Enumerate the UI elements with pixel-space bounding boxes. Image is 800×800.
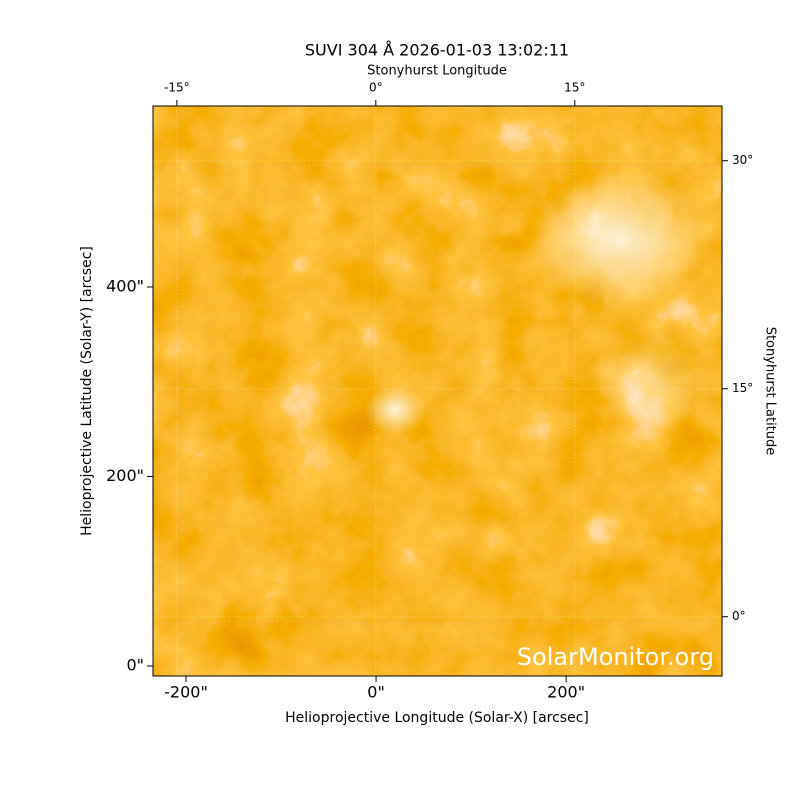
y2-tick-label: 15° [732,381,753,395]
x-tick-label: 200" [547,683,585,702]
plot-frame [152,105,723,677]
y-tick-label: 200" [106,466,144,485]
y2-axis-label: Stonyhurst Latitude [763,327,778,456]
chart-title: SUVI 304 Å 2026-01-03 13:02:11 [305,41,569,60]
x2-tick-label: 0° [369,81,383,95]
y-axis-label: Helioprojective Latitude (Solar-Y) [arcs… [79,246,95,536]
y-tick-label: 0" [126,655,144,674]
y2-tick-label: 0° [732,609,746,623]
x-axis-label: Helioprojective Longitude (Solar-X) [arc… [285,710,589,726]
x2-tick-label: 15° [564,81,585,95]
solar-image [153,106,722,676]
y2-tick-label: 30° [732,153,753,167]
y-tick-label: 400" [106,276,144,295]
x2-tick-label: -15° [164,81,190,95]
watermark: SolarMonitor.org [517,643,714,671]
x-tick-label: 0" [367,683,385,702]
x2-axis-label: Stonyhurst Longitude [367,64,507,79]
x-tick-label: -200" [164,683,208,702]
grid [153,106,722,676]
